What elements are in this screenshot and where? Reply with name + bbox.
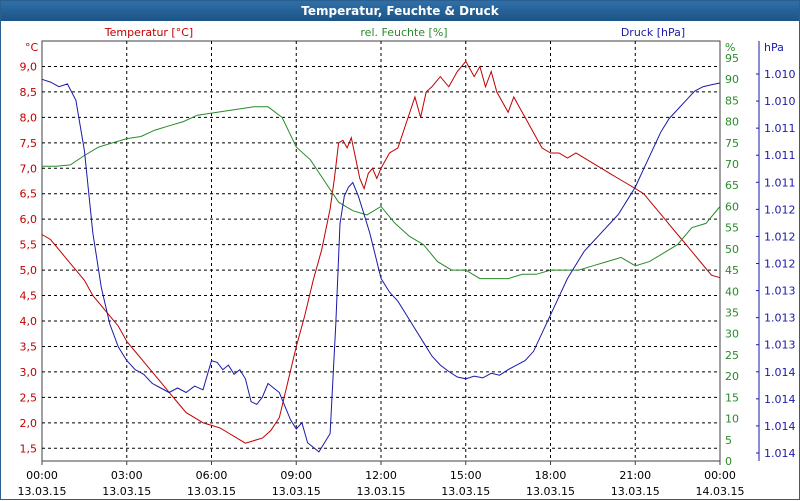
- humidity-tick-label: 15: [725, 391, 739, 404]
- temperature-tick-label: 2,0: [20, 417, 38, 430]
- axes: 00:00 13.03.15 03:00 13.03.15 06:00 13.03.15 0…: [18, 26, 796, 498]
- pressure-tick-label: 1.012: [764, 203, 796, 216]
- temperature-tick-label: 9,0: [20, 60, 38, 73]
- x-tick-label-time: 15:00: [450, 469, 482, 482]
- x-tick-label-time: 03:00: [111, 469, 143, 482]
- x-tick-label-time: 00:00: [704, 469, 736, 482]
- pressure-tick-label: 1.011: [764, 122, 796, 135]
- pressure-tick-label: 1.012: [764, 230, 796, 243]
- x-tick-label-date: 13.03.15: [187, 485, 236, 498]
- temperature-tick-label: 3,0: [20, 366, 38, 379]
- chart-title: Temperatur, Feuchte & Druck: [1, 1, 799, 21]
- temperature-tick-label: 3,5: [20, 340, 38, 353]
- humidity-tick-label: 35: [725, 307, 739, 320]
- x-tick-label-time: 00:00: [26, 469, 58, 482]
- x-tick-label-time: 06:00: [196, 469, 228, 482]
- humidity-tick-label: 0: [725, 455, 732, 468]
- humidity-tick-label: 10: [725, 413, 739, 426]
- humidity-tick-label: 85: [725, 94, 739, 107]
- temperature-tick-label: 7,5: [20, 137, 38, 150]
- humidity-tick-label: 80: [725, 116, 739, 129]
- pressure-tick-label: 1.013: [764, 312, 796, 325]
- temperature-tick-label: 5,0: [20, 264, 38, 277]
- temperature-tick-label: 8,0: [20, 111, 38, 124]
- humidity-tick-label: 65: [725, 179, 739, 192]
- x-tick-label-date: 13.03.15: [102, 485, 151, 498]
- temperature-unit: °C: [25, 41, 39, 54]
- pressure-tick-label: 1.010: [764, 68, 796, 81]
- pressure-tick-label: 1.012: [764, 258, 796, 271]
- pressure-tick-label: 1.011: [764, 176, 796, 189]
- x-tick-label-time: 21:00: [619, 469, 651, 482]
- temperature-tick-label: 4,0: [20, 315, 38, 328]
- x-tick-label-time: 18:00: [535, 469, 567, 482]
- temperature-tick-label: 6,0: [20, 213, 38, 226]
- humidity-tick-label: 75: [725, 137, 739, 150]
- series-lines: [41, 60, 721, 453]
- humidity-tick-label: 70: [725, 158, 739, 171]
- temperature-tick-label: 7,0: [20, 162, 38, 175]
- humidity-tick-label: 90: [725, 73, 739, 86]
- x-tick-label-date: 13.03.15: [18, 485, 67, 498]
- humidity-tick-label: 20: [725, 370, 739, 383]
- temperature-tick-label: 1,5: [20, 442, 38, 455]
- humidity-tick-label: 25: [725, 349, 739, 362]
- humidity-tick-label: 60: [725, 200, 739, 213]
- humidity-tick-label: 40: [725, 285, 739, 298]
- x-tick-label-time: 12:00: [365, 469, 397, 482]
- temperature-tick-label: 5,5: [20, 239, 38, 252]
- humidity-tick-label: 30: [725, 328, 739, 341]
- x-tick-label-time: 09:00: [280, 469, 312, 482]
- temperature-tick-label: 8,5: [20, 86, 38, 99]
- pressure-tick-label: 1.011: [764, 149, 796, 162]
- x-tick-label-date: 13.03.15: [441, 485, 490, 498]
- pressure-tick-label: 1.014: [764, 366, 796, 379]
- pressure-axis-title: Druck [hPa]: [621, 26, 685, 39]
- pressure-tick-label: 1.014: [764, 393, 796, 406]
- humidity-line: [42, 106, 721, 280]
- temperature-tick-label: 6,5: [20, 188, 38, 201]
- humidity-unit: %: [725, 41, 735, 54]
- pressure-line: [41, 78, 721, 453]
- pressure-tick-label: 1.010: [764, 95, 796, 108]
- humidity-tick-label: 5: [725, 434, 732, 447]
- pressure-unit: hPa: [764, 41, 784, 54]
- temperature-axis-title: Temperatur [°C]: [104, 26, 193, 39]
- pressure-tick-label: 1.013: [764, 285, 796, 298]
- humidity-tick-label: 50: [725, 243, 739, 256]
- humidity-axis-title: rel. Feuchte [%]: [360, 26, 447, 39]
- pressure-tick-label: 1.014: [764, 420, 796, 433]
- temperature-tick-label: 4,5: [20, 290, 38, 303]
- humidity-tick-label: 45: [725, 264, 739, 277]
- x-tick-label-date: 13.03.15: [357, 485, 406, 498]
- x-tick-label-date: 14.03.15: [696, 485, 745, 498]
- x-tick-label-date: 13.03.15: [272, 485, 321, 498]
- pressure-tick-label: 1.014: [764, 447, 796, 460]
- temperature-tick-label: 2,5: [20, 391, 38, 404]
- humidity-tick-label: 95: [725, 52, 739, 65]
- grid-lines: [41, 40, 721, 465]
- pressure-tick-label: 1.013: [764, 339, 796, 352]
- x-tick-label-date: 13.03.15: [526, 485, 575, 498]
- x-tick-label-date: 13.03.15: [611, 485, 660, 498]
- humidity-tick-label: 55: [725, 222, 739, 235]
